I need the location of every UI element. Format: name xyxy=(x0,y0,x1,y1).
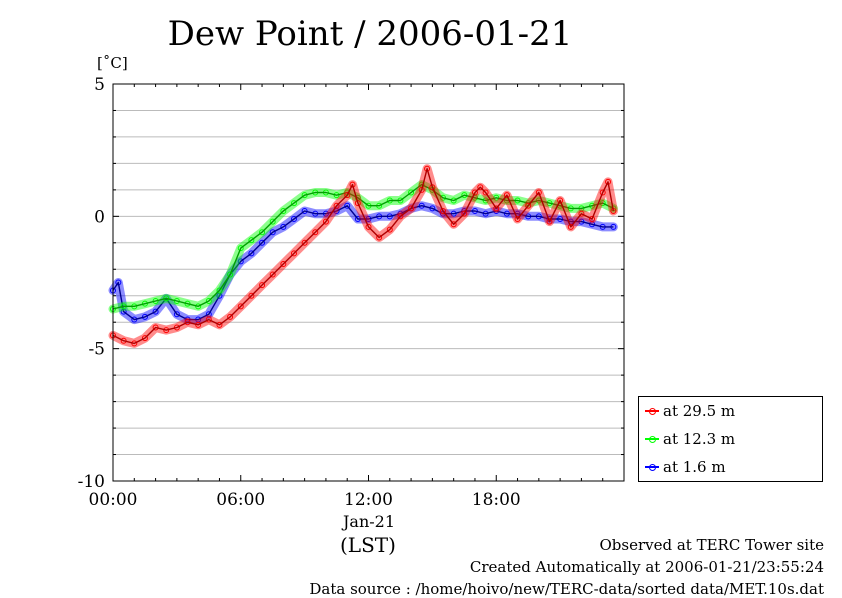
legend-item-1-6m: at 1.6 m xyxy=(645,457,726,477)
series-line xyxy=(112,167,615,345)
data-point xyxy=(248,250,255,257)
data-point xyxy=(589,215,596,222)
data-point xyxy=(376,234,383,241)
data-point xyxy=(290,215,297,222)
data-point xyxy=(280,260,287,267)
footer-line-1: Observed at TERC Tower site xyxy=(599,536,824,554)
data-point xyxy=(259,239,266,246)
data-point xyxy=(408,205,415,212)
data-point xyxy=(344,192,351,199)
x-tick-label: 12:00 xyxy=(344,490,393,510)
footer-line-2: Created Automatically at 2006-01-21/23:5… xyxy=(469,558,824,576)
legend-swatch-red xyxy=(645,408,659,415)
legend-item-29-5m: at 29.5 m xyxy=(645,401,735,421)
y-tick-label: -5 xyxy=(88,340,105,360)
y-tick-label: 5 xyxy=(94,75,105,95)
chart-title: Dew Point / 2006-01-21 xyxy=(167,14,573,54)
grid-lines xyxy=(113,109,624,456)
data-point xyxy=(248,237,255,244)
data-point xyxy=(397,213,404,220)
data-point xyxy=(290,200,297,207)
data-point xyxy=(269,271,276,278)
x-tick-label: 06:00 xyxy=(216,490,265,510)
data-point xyxy=(269,218,276,225)
data-point xyxy=(322,218,329,225)
x-tick-label: 00:00 xyxy=(89,490,138,510)
data-point xyxy=(450,221,457,228)
data-point xyxy=(471,189,478,196)
data-point xyxy=(280,223,287,230)
data-point xyxy=(493,205,500,212)
data-point xyxy=(312,229,319,236)
legend-label: at 1.6 m xyxy=(663,458,726,476)
data-point xyxy=(514,215,521,222)
data-point xyxy=(557,197,564,204)
data-point xyxy=(546,218,553,225)
data-point xyxy=(216,287,223,294)
data-point xyxy=(237,258,244,265)
data-point xyxy=(503,192,510,199)
data-point xyxy=(440,208,447,215)
data-point xyxy=(301,239,308,246)
legend-swatch-green xyxy=(645,436,659,443)
data-point xyxy=(259,229,266,236)
data-point xyxy=(205,316,212,323)
data-point xyxy=(365,223,372,230)
data-point xyxy=(173,311,180,318)
data-point xyxy=(333,202,340,209)
legend-item-12-3m: at 12.3 m xyxy=(645,429,735,449)
y-axis-unit-label: [˚C] xyxy=(97,54,128,72)
legend-label: at 29.5 m xyxy=(663,402,736,420)
data-point xyxy=(599,189,606,196)
plot-frame xyxy=(112,83,625,482)
data-point xyxy=(205,298,212,305)
data-point xyxy=(408,189,415,196)
x-axis-date-label: Jan-21 xyxy=(343,512,396,531)
y-tick-label: 0 xyxy=(94,207,105,227)
data-point xyxy=(259,282,266,289)
data-point xyxy=(141,335,148,342)
data-point xyxy=(237,245,244,252)
data-point xyxy=(578,210,585,217)
data-point xyxy=(535,189,542,196)
data-point xyxy=(152,308,159,315)
data-point xyxy=(227,271,234,278)
legend-label: at 12.3 m xyxy=(663,430,736,448)
data-point xyxy=(567,223,574,230)
y-tick-label: -10 xyxy=(78,472,105,492)
data-point xyxy=(290,250,297,257)
data-point xyxy=(482,189,489,196)
x-tick-label: 18:00 xyxy=(472,490,521,510)
data-point xyxy=(461,210,468,217)
data-point xyxy=(386,226,393,233)
data-point xyxy=(477,184,484,191)
data-point xyxy=(216,321,223,328)
data-point xyxy=(344,202,351,209)
axis-ticks xyxy=(112,83,625,482)
x-axis-title: (LST) xyxy=(340,533,396,557)
legend-swatch-blue xyxy=(645,464,659,471)
legend: at 29.5 m at 12.3 m at 1.6 m xyxy=(638,396,823,482)
footer-line-3: Data source : /home/hoivo/new/TERC-data/… xyxy=(309,580,824,598)
series-group xyxy=(108,164,618,348)
data-point xyxy=(237,303,244,310)
data-point xyxy=(525,202,532,209)
data-point xyxy=(280,208,287,215)
data-point xyxy=(227,313,234,320)
data-point xyxy=(269,229,276,236)
data-point xyxy=(248,292,255,299)
